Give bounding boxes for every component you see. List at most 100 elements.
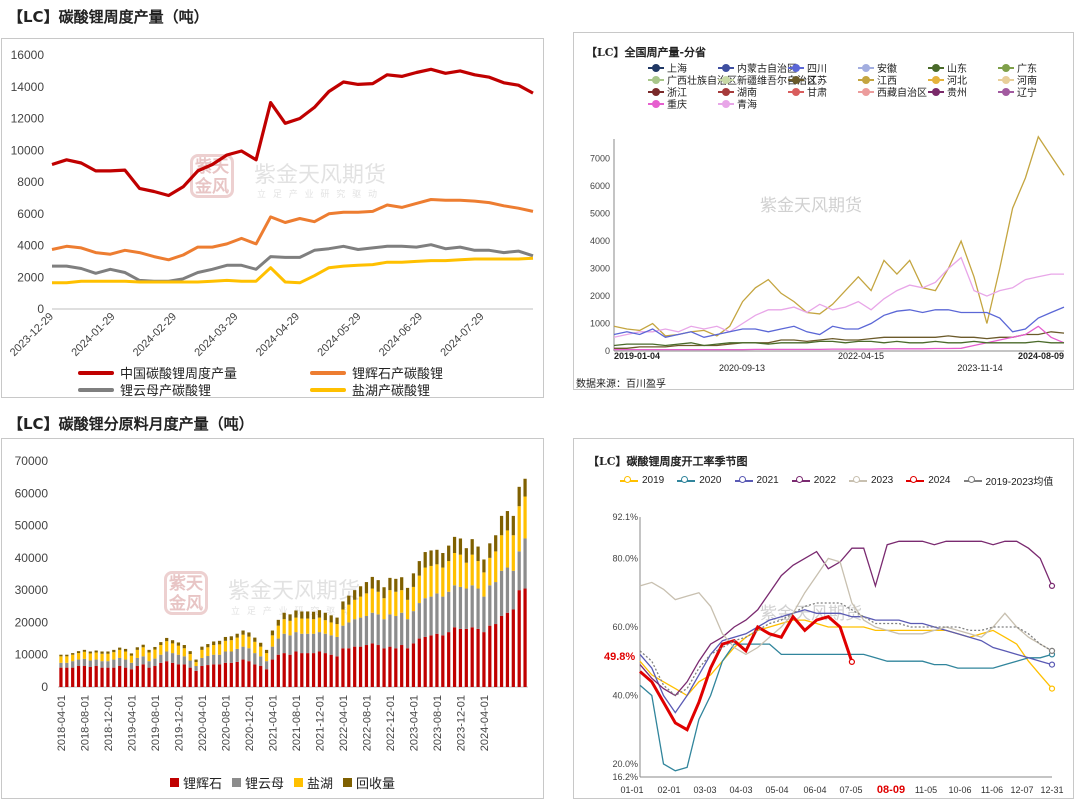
bar-segment-1 — [253, 653, 257, 665]
bar-segment-2 — [217, 644, 222, 655]
bar-segment-0 — [217, 664, 222, 687]
x-tick: 2022-04-01 — [338, 695, 350, 751]
province-line-5 — [613, 340, 1064, 347]
bar-segment-0 — [317, 651, 322, 687]
bar-segment-0 — [182, 664, 186, 687]
legend-label: 2024 — [928, 475, 951, 486]
legend-label: 江西 — [877, 76, 897, 87]
bar-segment-0 — [358, 646, 363, 687]
legend-label: 河南 — [1017, 76, 1037, 87]
bar-segment-2 — [206, 647, 210, 657]
bar-segment-3 — [364, 582, 369, 594]
province-legend-item: 湖南 — [718, 84, 757, 99]
bar-segment-2 — [429, 565, 433, 597]
bar-segment-0 — [123, 667, 128, 687]
y-tick-label: 1000 — [590, 319, 610, 329]
bar-segment-1 — [311, 633, 316, 654]
bar-segment-1 — [135, 657, 139, 667]
bar-segment-3 — [311, 611, 316, 620]
bar-segment-0 — [470, 627, 474, 687]
x-tick-label: 01-01 — [620, 785, 643, 795]
bar-segment-2 — [112, 652, 116, 660]
bar-segment-3 — [300, 611, 304, 619]
bar-segment-2 — [317, 617, 322, 633]
bar-segment-0 — [118, 666, 122, 687]
bar-segment-0 — [482, 632, 486, 687]
y-tick-label: 6000 — [17, 207, 44, 221]
seasonal-legend-item: 2021 — [734, 473, 779, 488]
bar-segment-1 — [206, 656, 210, 666]
bar-segment-0 — [447, 632, 451, 687]
bar-segment-0 — [523, 588, 527, 687]
bar-segment-3 — [59, 654, 63, 657]
y-tick-label: 50000 — [15, 519, 49, 533]
x-tick-label: 2024-08-09 — [1018, 351, 1064, 361]
bar-segment-3 — [400, 577, 404, 591]
bar-segment-1 — [165, 651, 169, 662]
legend-bar-spodumene: 锂辉石 — [170, 773, 222, 792]
bar-segment-3 — [288, 614, 292, 621]
bar-segment-3 — [276, 619, 280, 626]
province-line-0 — [613, 135, 1065, 337]
bar-segment-1 — [429, 596, 433, 636]
x-tick: 2023-04-01 — [408, 695, 420, 751]
legend-swatch — [620, 475, 638, 483]
legend-swatch — [858, 87, 874, 96]
bar-segment-2 — [482, 572, 486, 597]
bar-segment-1 — [323, 633, 327, 654]
legend-label: 山东 — [947, 64, 967, 75]
bar-segment-3 — [264, 649, 269, 654]
bar-segment-3 — [188, 651, 192, 655]
bar-segment-0 — [458, 628, 463, 687]
bar-segment-3 — [212, 641, 216, 646]
bar-segment-0 — [147, 667, 151, 687]
bar-segment-3 — [411, 573, 416, 587]
legend-label: 中国碳酸锂周度产量 — [120, 366, 238, 381]
bar-segment-3 — [100, 651, 104, 654]
bar-segment-1 — [71, 661, 75, 668]
bar-segment-3 — [482, 559, 486, 573]
bar-segment-1 — [370, 612, 374, 644]
bar-segment-1 — [452, 585, 457, 628]
bar-segment-2 — [176, 645, 181, 655]
bar-segment-2 — [494, 551, 498, 583]
legend-swatch — [858, 63, 874, 72]
x-tick: 2024-02-29 — [131, 311, 179, 359]
bar-segment-3 — [88, 651, 92, 654]
bar-segment-2 — [464, 562, 468, 589]
x-tick-label: 02-01 — [657, 785, 680, 795]
province-legend-item: 浙江 — [648, 84, 687, 99]
bar-segment-0 — [329, 654, 333, 687]
bar-segment-2 — [505, 530, 510, 568]
bar-segment-1 — [341, 625, 345, 649]
bar-segment-3 — [435, 549, 439, 565]
legend-lepidolite: 锂云母产碳酸锂 — [78, 380, 211, 397]
bar-segment-1 — [129, 662, 134, 670]
legend-label: 青海 — [737, 100, 757, 111]
legend-swatch — [998, 75, 1014, 84]
x-tick: 2024-03-29 — [192, 311, 240, 359]
bar-segment-0 — [276, 654, 280, 687]
seasonal-utilization-chart: 【LC】碳酸锂周度开工率季节图 2019 2020 2021 2022 2023 2024… — [573, 438, 1074, 799]
bar-segment-3 — [370, 576, 374, 589]
bar-segment-2 — [159, 645, 163, 655]
bar-segment-0 — [259, 666, 263, 687]
bar-segment-0 — [270, 659, 275, 687]
bar-segment-1 — [217, 654, 222, 665]
weekly-production-svg: 0 2000 4000 6000 8000 10000 12000 14000 16000 202… — [8, 48, 534, 359]
x-tick-label: 2020-09-13 — [719, 363, 765, 373]
bar-segment-2 — [82, 651, 87, 659]
bar-segment-2 — [100, 653, 104, 662]
bar-segment-0 — [300, 653, 304, 687]
bar-segment-1 — [388, 614, 392, 647]
bar-segment-0 — [159, 662, 163, 687]
bar-segment-1 — [65, 662, 69, 668]
bar-segment-3 — [505, 511, 510, 531]
legend-label: 2020 — [699, 475, 722, 486]
y-tick-label: 70000 — [15, 454, 49, 468]
bar-segment-0 — [400, 645, 404, 687]
bar-segment-2 — [517, 506, 521, 552]
bar-segment-3 — [76, 651, 81, 654]
bar-segment-3 — [405, 587, 410, 600]
bar-segment-1 — [505, 567, 510, 613]
